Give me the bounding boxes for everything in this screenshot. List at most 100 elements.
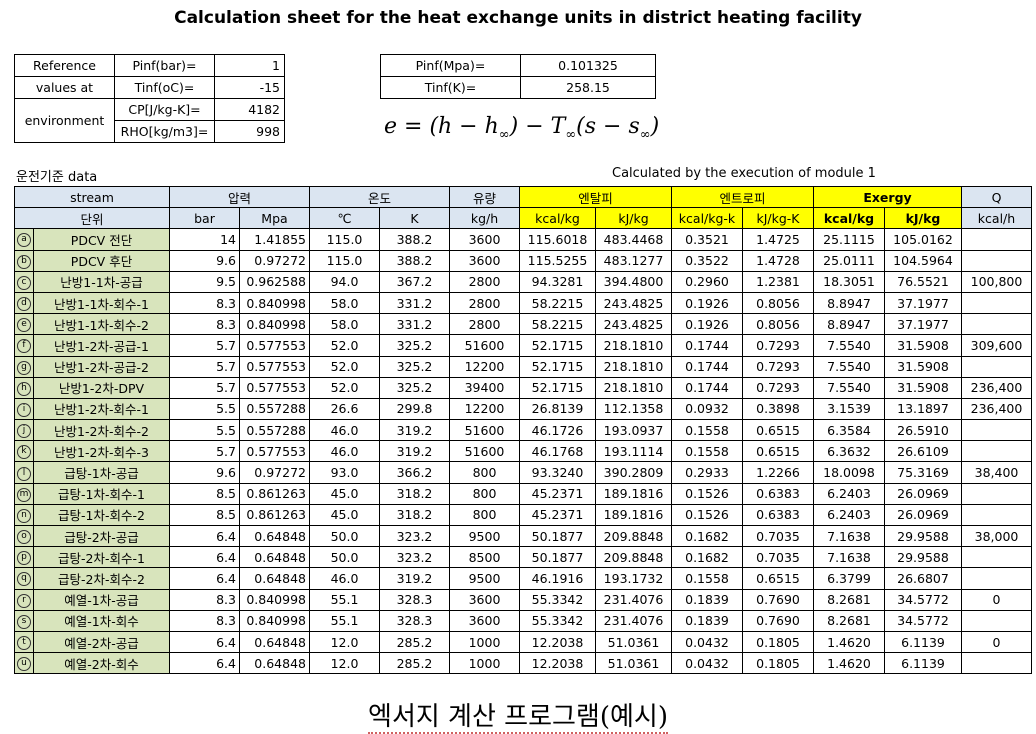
cell-bar[interactable]: 9.6	[169, 249, 240, 272]
cell-s-kcal[interactable]: 0.1839	[671, 588, 743, 611]
cell-e-kj[interactable]: 31.5908	[884, 355, 962, 378]
stream-name[interactable]: 난방1-1차-공급	[33, 270, 170, 293]
stream-name[interactable]: 급탕-2차-회수-1	[33, 546, 170, 569]
pinf-bar-value[interactable]: 1	[214, 54, 285, 77]
cell-e-kj[interactable]: 34.5772	[884, 588, 962, 611]
stream-name[interactable]: 급탕-1차-공급	[33, 461, 170, 484]
cp-value[interactable]: 4182	[214, 98, 285, 121]
cell-h-kj[interactable]: 394.4800	[595, 270, 672, 293]
stream-name[interactable]: 난방1-2차-공급-2	[33, 355, 170, 378]
cell-mpa[interactable]: 0.577553	[239, 376, 310, 399]
cell-h-kj[interactable]: 189.1816	[595, 503, 672, 527]
cell-q[interactable]: 236,400	[961, 376, 1032, 399]
cell-e-kcal[interactable]: 8.2681	[813, 588, 885, 611]
cell-e-kcal[interactable]: 7.1638	[813, 546, 885, 569]
cell-flow[interactable]: 12200	[449, 397, 520, 421]
cell-q[interactable]	[961, 228, 1032, 251]
cell-s-kcal[interactable]: 0.0432	[671, 630, 743, 654]
cell-h-kcal[interactable]: 46.1916	[519, 567, 596, 590]
cell-e-kcal[interactable]: 7.5540	[813, 376, 885, 399]
cell-s-kj[interactable]: 0.6515	[742, 419, 814, 442]
cell-e-kcal[interactable]: 7.5540	[813, 355, 885, 378]
cell-bar[interactable]: 9.6	[169, 461, 240, 484]
cell-s-kcal[interactable]: 0.0932	[671, 397, 743, 421]
stream-name[interactable]: 급탕-2차-회수-2	[33, 567, 170, 590]
cell-h-kcal[interactable]: 55.3342	[519, 588, 596, 611]
cell-celsius[interactable]: 115.0	[309, 228, 380, 251]
cell-bar[interactable]: 5.5	[169, 419, 240, 442]
cell-kelvin[interactable]: 366.2	[379, 461, 450, 484]
cell-mpa[interactable]: 0.64848	[239, 630, 310, 654]
cell-bar[interactable]: 6.4	[169, 630, 240, 654]
cell-s-kj[interactable]: 0.7035	[742, 546, 814, 569]
cell-h-kj[interactable]: 390.2809	[595, 461, 672, 484]
cell-celsius[interactable]: 55.1	[309, 588, 380, 611]
cell-bar[interactable]: 6.4	[169, 567, 240, 590]
cell-s-kcal[interactable]: 0.1926	[671, 291, 743, 315]
cell-h-kcal[interactable]: 50.1877	[519, 546, 596, 569]
cell-flow[interactable]: 8500	[449, 546, 520, 569]
stream-name[interactable]: 난방1-1차-회수-1	[33, 291, 170, 315]
cell-h-kj[interactable]: 209.8848	[595, 546, 672, 569]
cell-kelvin[interactable]: 285.2	[379, 652, 450, 675]
cell-celsius[interactable]: 46.0	[309, 440, 380, 463]
cell-h-kcal[interactable]: 93.3240	[519, 461, 596, 484]
cell-kelvin[interactable]: 331.2	[379, 291, 450, 315]
cell-kelvin[interactable]: 323.2	[379, 546, 450, 569]
cell-mpa[interactable]: 0.840998	[239, 609, 310, 632]
cell-bar[interactable]: 5.7	[169, 440, 240, 463]
cell-q[interactable]: 236,400	[961, 397, 1032, 421]
cell-e-kj[interactable]: 6.1139	[884, 652, 962, 675]
cell-e-kj[interactable]: 31.5908	[884, 334, 962, 357]
cell-s-kj[interactable]: 0.3898	[742, 397, 814, 421]
stream-name[interactable]: 난방1-2차-회수-2	[33, 419, 170, 442]
cell-mpa[interactable]: 1.41855	[239, 228, 310, 251]
stream-name[interactable]: 예열-1차-공급	[33, 588, 170, 611]
cell-mpa[interactable]: 0.577553	[239, 355, 310, 378]
rho-value[interactable]: 998	[214, 120, 285, 143]
cell-flow[interactable]: 3600	[449, 609, 520, 632]
cell-flow[interactable]: 1000	[449, 630, 520, 654]
cell-h-kj[interactable]: 51.0361	[595, 630, 672, 654]
cell-h-kcal[interactable]: 52.1715	[519, 376, 596, 399]
cell-celsius[interactable]: 45.0	[309, 503, 380, 527]
cell-h-kcal[interactable]: 94.3281	[519, 270, 596, 293]
cell-s-kj[interactable]: 0.1805	[742, 652, 814, 675]
cell-q[interactable]: 0	[961, 630, 1032, 654]
cell-mpa[interactable]: 0.557288	[239, 419, 310, 442]
cell-h-kj[interactable]: 483.1277	[595, 249, 672, 272]
cell-bar[interactable]: 8.3	[169, 609, 240, 632]
cell-s-kcal[interactable]: 0.1926	[671, 313, 743, 336]
cell-h-kcal[interactable]: 45.2371	[519, 482, 596, 505]
cell-bar[interactable]: 6.4	[169, 652, 240, 675]
cell-bar[interactable]: 8.3	[169, 291, 240, 315]
cell-h-kj[interactable]: 193.1114	[595, 440, 672, 463]
cell-flow[interactable]: 39400	[449, 376, 520, 399]
cell-e-kj[interactable]: 26.5910	[884, 419, 962, 442]
cell-e-kcal[interactable]: 7.5540	[813, 334, 885, 357]
cell-s-kj[interactable]: 0.8056	[742, 291, 814, 315]
cell-h-kj[interactable]: 51.0361	[595, 652, 672, 675]
cell-s-kj[interactable]: 0.7690	[742, 588, 814, 611]
stream-name[interactable]: 급탕-1차-회수-2	[33, 503, 170, 527]
cell-s-kj[interactable]: 1.4728	[742, 249, 814, 272]
cell-e-kj[interactable]: 6.1139	[884, 630, 962, 654]
cell-bar[interactable]: 5.7	[169, 355, 240, 378]
cell-s-kj[interactable]: 1.2381	[742, 270, 814, 293]
cell-q[interactable]	[961, 355, 1032, 378]
cell-s-kcal[interactable]: 0.1526	[671, 503, 743, 527]
stream-name[interactable]: 급탕-2차-공급	[33, 524, 170, 548]
cell-kelvin[interactable]: 388.2	[379, 228, 450, 251]
cell-s-kcal[interactable]: 0.1744	[671, 355, 743, 378]
cell-s-kj[interactable]: 0.6383	[742, 503, 814, 527]
cell-e-kj[interactable]: 105.0162	[884, 228, 962, 251]
cell-h-kcal[interactable]: 52.1715	[519, 334, 596, 357]
cell-mpa[interactable]: 0.577553	[239, 334, 310, 357]
cell-bar[interactable]: 6.4	[169, 546, 240, 569]
cell-e-kcal[interactable]: 18.0098	[813, 461, 885, 484]
cell-mpa[interactable]: 0.840998	[239, 313, 310, 336]
cell-s-kj[interactable]: 0.7293	[742, 376, 814, 399]
cell-s-kcal[interactable]: 0.1744	[671, 334, 743, 357]
cell-celsius[interactable]: 55.1	[309, 609, 380, 632]
cell-flow[interactable]: 2800	[449, 270, 520, 293]
